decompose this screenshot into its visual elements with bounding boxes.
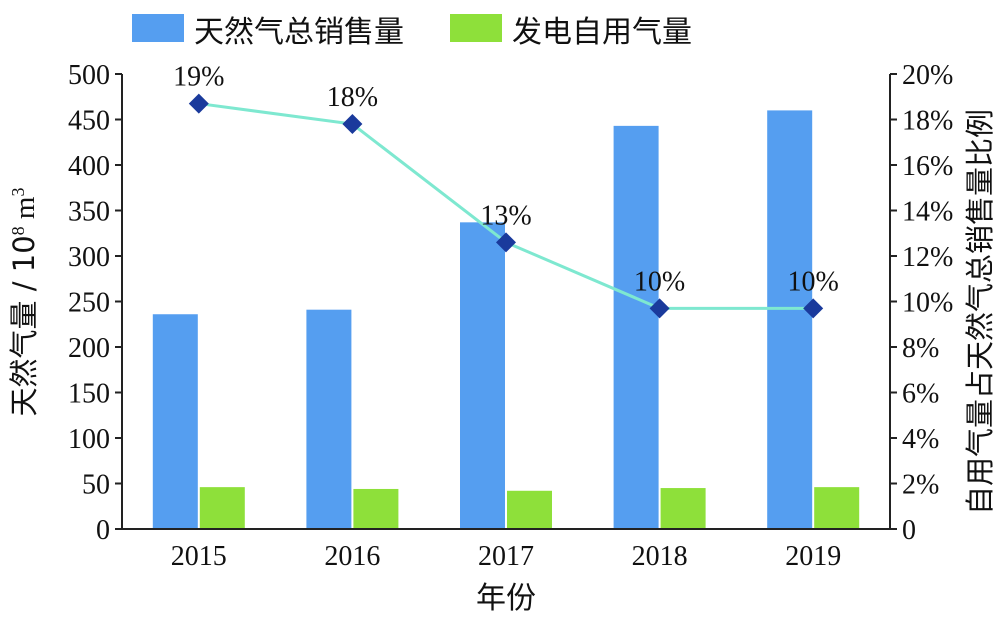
legend-swatch-self-use <box>450 14 502 42</box>
x-tick-label: 2019 <box>785 541 841 572</box>
left-tick-label: 100 <box>68 424 110 455</box>
right-tick-label: 12% <box>902 242 953 273</box>
ratio-marker <box>342 114 363 135</box>
right-tick-label: 2% <box>902 470 939 501</box>
left-axis-label-unit: m <box>9 196 41 226</box>
right-tick-label: 6% <box>902 379 939 410</box>
ratio-data-label: 13% <box>480 200 531 231</box>
right-axis-label: 自用气量占天然气总销售量比例 <box>963 109 997 515</box>
right-tick-label: 0 <box>902 515 916 546</box>
right-tick-label: 20% <box>902 60 953 91</box>
left-axis-label-exp: 8 <box>8 226 28 235</box>
left-tick-label: 300 <box>68 242 110 273</box>
left-tick-label: 200 <box>68 333 110 364</box>
bar-total-sales <box>460 222 505 529</box>
ratio-data-label: 10% <box>788 266 839 297</box>
ratio-data-label: 10% <box>634 266 685 297</box>
ratio-line-layer: 19% 18% 13% 10% 10% <box>173 62 839 319</box>
bar-total-sales <box>306 309 352 529</box>
bar-self-use <box>353 488 399 529</box>
left-tick-label: 350 <box>68 197 110 228</box>
axes: 0 50 100 150 200 250 300 350 400 450 500 0 2% 4% 6% 8%… <box>68 60 953 572</box>
left-tick-label: 0 <box>96 515 110 546</box>
legend-label-self-use: 发电自用气量 <box>512 15 692 50</box>
left-axis-label-text: 天然气量 / 10 <box>7 235 41 416</box>
right-tick-label: 18% <box>902 106 953 137</box>
legend: 天然气总销售量 发电自用气量 <box>132 14 692 50</box>
bar-self-use <box>660 488 706 529</box>
right-tick-label: 14% <box>902 197 953 228</box>
left-axis-label: 天然气量 / 108 m3 <box>7 188 41 417</box>
ratio-data-label: 18% <box>327 82 378 113</box>
right-tick-label: 10% <box>902 288 953 319</box>
bars <box>152 110 860 530</box>
ratio-data-label: 19% <box>173 62 224 93</box>
right-tick-label: 8% <box>902 333 939 364</box>
bar-self-use <box>814 487 860 529</box>
ratio-marker <box>188 93 209 114</box>
x-tick-label: 2016 <box>324 541 380 572</box>
ratio-marker <box>496 232 516 253</box>
bar-total-sales <box>152 314 198 529</box>
x-tick-label: 2015 <box>171 541 227 572</box>
left-tick-label: 500 <box>68 60 110 91</box>
left-tick-label: 450 <box>68 106 110 137</box>
bar-self-use <box>199 487 245 529</box>
ratio-marker <box>803 298 824 319</box>
legend-label-total-sales: 天然气总销售量 <box>194 15 404 50</box>
left-tick-label: 400 <box>68 151 110 182</box>
bar-total-sales <box>767 110 813 530</box>
x-axis-ticks: 2015 2016 2017 2018 2019 <box>171 541 841 572</box>
left-tick-label: 150 <box>68 379 110 410</box>
x-axis-label: 年份 <box>476 581 536 616</box>
right-tick-label: 4% <box>902 424 939 455</box>
x-tick-label: 2017 <box>478 541 534 572</box>
ratio-marker <box>649 298 670 319</box>
left-tick-label: 50 <box>82 470 110 501</box>
left-tick-label: 250 <box>68 288 110 319</box>
right-tick-label: 16% <box>902 151 953 182</box>
left-axis-ticks: 0 50 100 150 200 250 300 350 400 450 500 <box>68 60 122 546</box>
legend-swatch-total-sales <box>132 14 184 42</box>
left-axis-label-unit-exp: 3 <box>8 188 28 197</box>
x-tick-label: 2018 <box>632 541 688 572</box>
bar-self-use <box>507 490 552 529</box>
right-axis-ticks: 0 2% 4% 6% 8% 10% 12% 14% 16% 18% 20% <box>890 60 953 546</box>
bar-total-sales <box>613 125 659 530</box>
